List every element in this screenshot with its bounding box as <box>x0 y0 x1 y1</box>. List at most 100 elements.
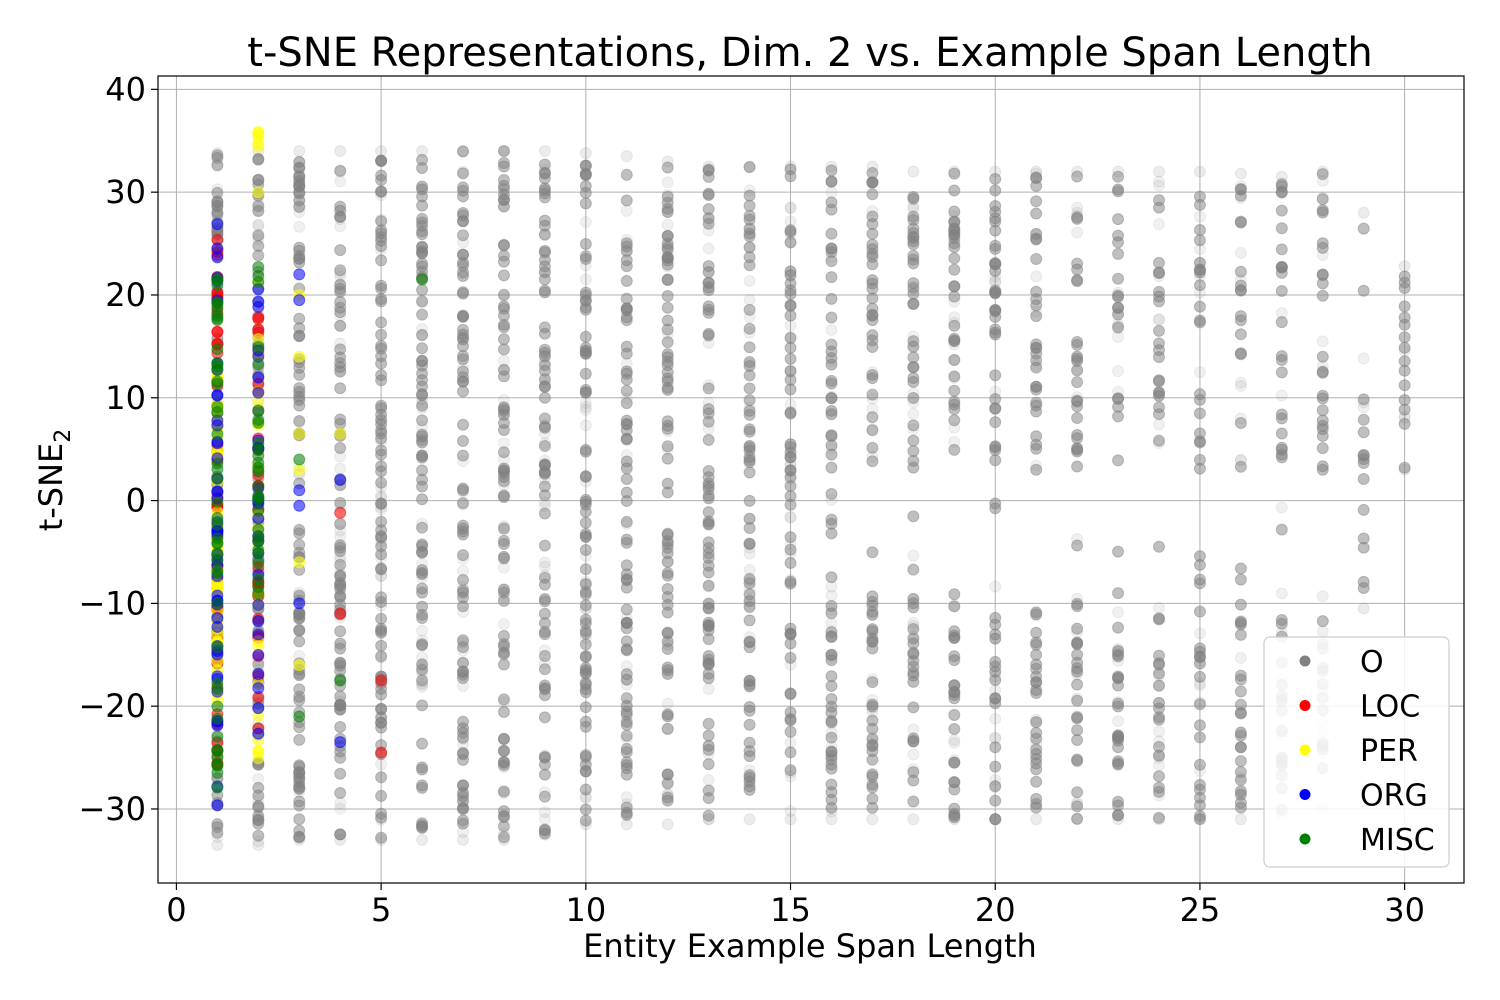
data-point <box>579 715 592 728</box>
data-point <box>1193 453 1206 466</box>
data-point <box>620 397 633 410</box>
data-point <box>866 188 879 201</box>
data-point <box>579 215 592 228</box>
data-point <box>825 778 838 791</box>
data-point <box>293 833 306 846</box>
data-point <box>1071 712 1084 725</box>
data-point <box>1193 388 1206 401</box>
data-point <box>252 504 265 517</box>
data-point <box>948 167 961 180</box>
data-point <box>579 650 592 663</box>
data-point <box>702 717 715 730</box>
data-point <box>907 371 920 384</box>
data-point <box>743 241 756 254</box>
data-point <box>907 202 920 215</box>
data-point <box>375 688 388 701</box>
data-point <box>334 319 347 332</box>
data-point <box>866 694 879 707</box>
legend-label: ORG <box>1360 779 1428 814</box>
data-point <box>375 254 388 267</box>
data-point <box>334 767 347 780</box>
data-point <box>375 185 388 198</box>
data-point <box>1193 300 1206 313</box>
data-point <box>252 628 265 641</box>
data-point <box>661 452 674 465</box>
data-point <box>579 563 592 576</box>
data-point <box>907 407 920 420</box>
data-point <box>1193 435 1206 448</box>
data-point <box>1112 670 1125 683</box>
data-point <box>1193 263 1206 276</box>
data-point <box>989 326 1002 339</box>
data-point <box>538 556 551 569</box>
data-point <box>784 398 797 411</box>
data-point <box>989 199 1002 212</box>
chart-title: t-SNE Representations, Dim. 2 vs. Exampl… <box>247 30 1372 76</box>
data-point <box>743 274 756 287</box>
data-point <box>1030 638 1043 651</box>
data-point <box>1071 813 1084 826</box>
data-point <box>334 343 347 356</box>
data-point <box>784 651 797 664</box>
legend-marker <box>1299 789 1311 800</box>
data-point <box>1030 299 1043 312</box>
data-point <box>416 781 429 794</box>
y-axis-label-subscript: 2 <box>51 429 76 443</box>
data-point <box>252 614 265 627</box>
data-point <box>334 720 347 733</box>
data-point <box>416 342 429 355</box>
data-point <box>457 165 470 178</box>
data-point <box>293 427 306 440</box>
data-point <box>293 361 306 374</box>
data-point <box>702 403 715 416</box>
data-point <box>989 212 1002 225</box>
data-point <box>866 205 879 218</box>
data-point <box>334 413 347 426</box>
data-point <box>1030 459 1043 472</box>
data-point <box>334 828 347 841</box>
data-point <box>743 541 756 554</box>
data-point <box>211 199 224 212</box>
data-point <box>579 147 592 160</box>
data-point <box>784 464 797 477</box>
data-point <box>334 736 347 749</box>
data-point <box>416 658 429 671</box>
data-point <box>702 633 715 646</box>
data-point <box>293 268 306 281</box>
data-point <box>538 560 551 573</box>
data-point <box>743 259 756 272</box>
data-point <box>743 223 756 236</box>
data-point <box>293 556 306 569</box>
data-point <box>1316 268 1329 281</box>
data-point <box>1234 618 1247 631</box>
data-point <box>1152 408 1165 421</box>
data-point <box>784 201 797 214</box>
data-point <box>579 475 592 488</box>
data-point <box>825 488 838 501</box>
data-point <box>538 750 551 763</box>
data-point <box>702 559 715 572</box>
data-point <box>702 300 715 313</box>
data-point <box>989 440 1002 453</box>
data-point <box>1234 669 1247 682</box>
data-point <box>1193 799 1206 812</box>
data-point <box>825 813 838 826</box>
data-point <box>620 237 633 250</box>
data-point <box>375 758 388 771</box>
data-point <box>497 446 510 459</box>
data-point <box>416 273 429 286</box>
data-point <box>457 779 470 792</box>
data-point <box>743 322 756 335</box>
data-point <box>825 762 838 775</box>
data-point <box>1112 170 1125 183</box>
data-point <box>211 781 224 794</box>
data-point <box>948 353 961 366</box>
data-point <box>211 218 224 231</box>
data-point <box>538 163 551 176</box>
data-point <box>1030 715 1043 728</box>
data-point <box>457 309 470 322</box>
data-point <box>661 606 674 619</box>
data-point <box>1030 648 1043 661</box>
data-point <box>620 622 633 635</box>
data-point <box>702 729 715 742</box>
